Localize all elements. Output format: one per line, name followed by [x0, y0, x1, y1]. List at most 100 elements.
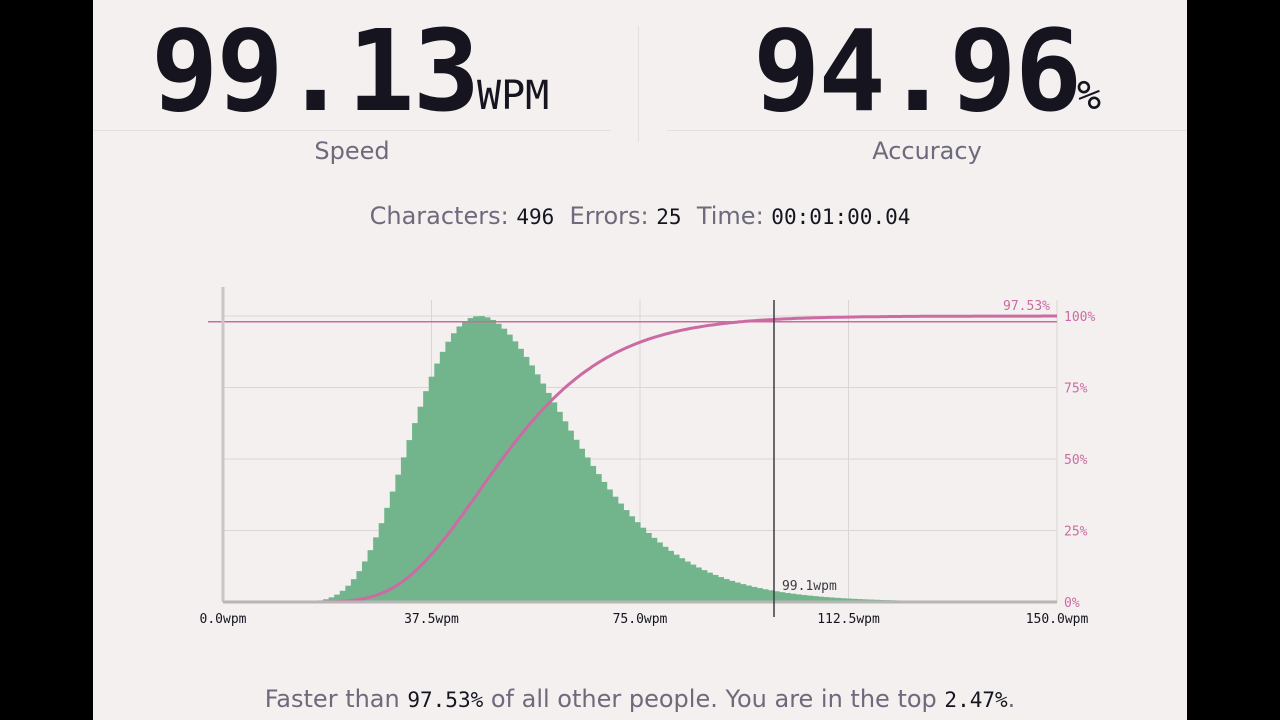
- histogram-bar: [595, 474, 602, 602]
- histogram-bar: [478, 316, 485, 602]
- characters-label: Characters:: [369, 202, 509, 230]
- histogram-bar: [823, 597, 830, 602]
- accuracy-value: 94.96: [753, 7, 1082, 137]
- accuracy-unit: %: [1077, 73, 1102, 119]
- histogram-bar: [673, 554, 680, 602]
- x-tick-label: 37.5wpm: [404, 612, 459, 627]
- histogram-bar: [512, 341, 519, 602]
- histogram-bar: [784, 592, 791, 602]
- y-tick-label: 50%: [1064, 453, 1088, 468]
- x-tick-label: 0.0wpm: [200, 612, 247, 627]
- errors-label: Errors:: [569, 202, 649, 230]
- histogram-bar: [362, 561, 369, 602]
- histogram-bar: [373, 537, 380, 602]
- characters-value: 496: [516, 205, 555, 229]
- histogram-bar: [712, 574, 719, 602]
- histogram-bar: [328, 597, 335, 602]
- histogram-bar: [717, 577, 724, 602]
- cdf-line: [223, 314, 1057, 604]
- histogram-bar: [489, 319, 497, 602]
- footer-middle: of all other people. You are in the top: [490, 685, 937, 713]
- histogram-bar: [439, 351, 446, 602]
- histogram-bar: [762, 589, 769, 602]
- histogram-bar: [701, 570, 708, 602]
- histogram-bars: [311, 316, 964, 602]
- histogram-bar: [417, 406, 424, 602]
- histogram-bar: [517, 348, 524, 602]
- histogram-bar: [556, 411, 563, 602]
- histogram-bar: [334, 594, 341, 602]
- histogram-bar: [601, 481, 608, 602]
- histogram-bar: [528, 365, 535, 602]
- histogram-bar: [628, 516, 636, 602]
- results-panel: 99.13 WPM Speed 94.96 % Accuracy Charact…: [93, 0, 1187, 720]
- speed-value: 99.13: [151, 7, 480, 137]
- histogram-bar: [845, 598, 852, 602]
- histogram-bar: [829, 597, 836, 602]
- speed-label: Speed: [314, 137, 390, 165]
- histogram-bar: [589, 465, 597, 602]
- histogram-bar: [350, 579, 358, 602]
- histogram-bar: [817, 596, 825, 602]
- footer-percent: 97.53%: [407, 688, 484, 712]
- histogram-bar: [523, 356, 530, 602]
- histogram-bar: [367, 550, 374, 602]
- histogram-bar: [412, 423, 419, 602]
- chart-ticks: 99.1wpm 97.53% 0.0wpm 37.5wpm 75.0wpm 112.5wp…: [200, 299, 1096, 627]
- histogram-bar: [445, 341, 452, 602]
- accuracy-label: Accuracy: [872, 137, 982, 165]
- histogram-bar: [462, 321, 469, 602]
- histogram-bar: [534, 374, 541, 602]
- histogram-bar: [395, 474, 402, 602]
- histogram-bar: [456, 326, 463, 602]
- histogram-bar: [378, 523, 385, 602]
- percentile-label: 97.53%: [1003, 299, 1050, 314]
- histogram-bar: [606, 489, 613, 602]
- footer-top: 2.47%: [944, 688, 1008, 712]
- y-tick-label: 25%: [1064, 525, 1088, 540]
- histogram-bar: [484, 317, 491, 602]
- histogram-bar: [779, 592, 786, 602]
- histogram-bar: [801, 595, 808, 602]
- histogram-bar: [684, 561, 691, 602]
- histogram-bar: [389, 491, 396, 602]
- histogram-bar: [623, 510, 630, 602]
- histogram-bar: [539, 383, 547, 602]
- histogram-bar: [795, 594, 802, 602]
- histogram-bar: [584, 457, 591, 602]
- histogram-bar: [617, 503, 624, 602]
- histogram-bar: [545, 392, 552, 602]
- time-value: 00:01:00.04: [771, 205, 911, 229]
- accuracy-divider: [667, 130, 1187, 131]
- y-tick-label: 100%: [1064, 310, 1095, 325]
- histogram-bar: [690, 564, 697, 602]
- speed-divider: [93, 130, 611, 131]
- histogram-bar: [612, 496, 619, 602]
- histogram-bar: [573, 439, 580, 602]
- footer-suffix: .: [1007, 685, 1016, 713]
- histogram-bar: [667, 550, 674, 602]
- histogram-bar: [740, 584, 747, 602]
- histogram-bar: [806, 595, 813, 602]
- errors-value: 25: [656, 205, 682, 229]
- histogram-bar: [662, 546, 669, 602]
- histogram-bar: [834, 597, 841, 602]
- histogram-bar: [400, 457, 408, 602]
- histogram-bar: [551, 402, 558, 602]
- histogram-bar: [745, 585, 752, 602]
- histogram-bar: [651, 537, 658, 602]
- histogram-bar: [773, 591, 780, 602]
- histogram-bar: [790, 593, 797, 602]
- histogram-bar: [562, 421, 569, 602]
- histogram-bar: [767, 590, 775, 602]
- y-tick-label: 75%: [1064, 382, 1088, 397]
- x-tick-label: 75.0wpm: [613, 612, 668, 627]
- histogram-bar: [567, 430, 574, 602]
- histogram-bar: [406, 440, 413, 602]
- histogram-bar: [840, 598, 847, 602]
- histogram-bar: [656, 542, 663, 602]
- histogram-bar: [734, 582, 741, 602]
- speed-unit: WPM: [477, 73, 550, 119]
- histogram-bar: [645, 532, 652, 602]
- x-tick-label: 150.0wpm: [1026, 612, 1089, 627]
